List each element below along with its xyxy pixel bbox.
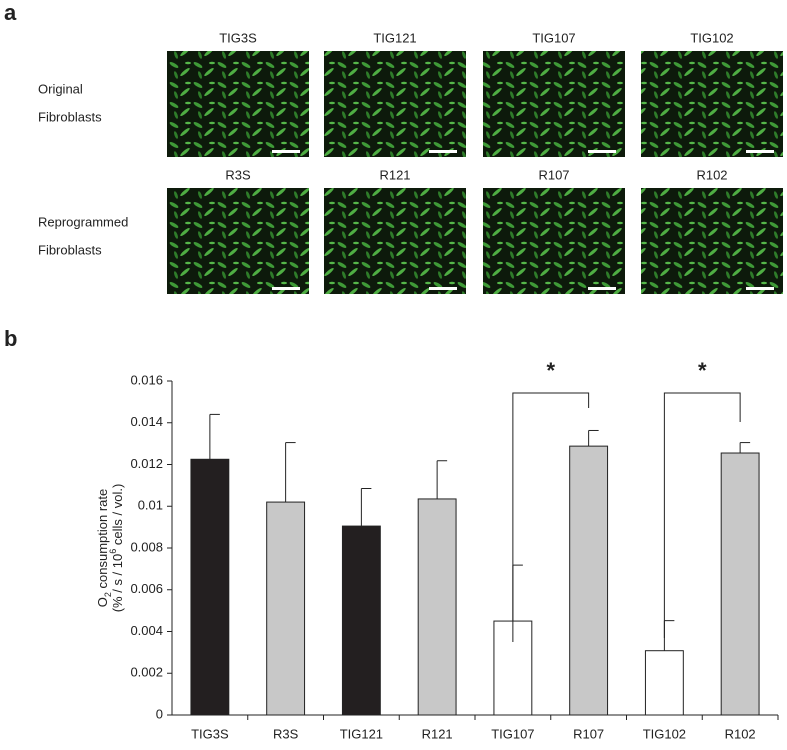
significance-star: *	[698, 358, 707, 383]
panel-label: b	[4, 326, 17, 351]
x-tick-label: TIG102	[643, 726, 686, 741]
row-label: Fibroblasts	[38, 109, 102, 124]
micrograph	[324, 51, 466, 157]
x-tick-label: TIG107	[491, 726, 534, 741]
y-label-part: consumption rate	[95, 489, 110, 592]
x-tick-label: R121	[422, 726, 453, 741]
micrograph	[324, 188, 466, 294]
micrograph	[167, 188, 309, 294]
bar	[266, 501, 306, 716]
micrograph	[167, 51, 309, 157]
y-tick-label: 0.006	[130, 581, 163, 596]
x-tick-label: R107	[573, 726, 604, 741]
image-title: R3S	[225, 167, 251, 182]
y-tick-label: 0.004	[130, 623, 163, 638]
scale-bar	[588, 150, 616, 153]
y-axis-label: (% / s / 106 cells / vol.)	[108, 484, 125, 613]
bar	[644, 650, 684, 716]
y-label-part: O	[95, 597, 110, 607]
y-label-part: 6	[108, 549, 118, 554]
image-title: TIG102	[690, 30, 733, 45]
row-label: Original	[38, 81, 83, 96]
micrograph	[483, 51, 625, 157]
scale-bar	[429, 287, 457, 290]
bar	[720, 452, 760, 716]
image-title: TIG3S	[219, 30, 257, 45]
scale-bar	[429, 150, 457, 153]
y-tick-label: 0	[156, 706, 163, 721]
significance-star: *	[546, 358, 555, 383]
panel-label: a	[4, 0, 17, 25]
micrograph	[483, 188, 625, 294]
scale-bar	[746, 150, 774, 153]
y-axis-label: O2 consumption rate	[95, 489, 113, 607]
y-tick-label: 0.012	[130, 456, 163, 471]
significance-bracket	[663, 392, 741, 638]
y-tick-label: 0.002	[130, 665, 163, 680]
micrograph	[641, 51, 783, 157]
x-tick-label: TIG121	[340, 726, 383, 741]
row-label: Fibroblasts	[38, 242, 102, 257]
y-label-part: (% / s / 10	[110, 554, 125, 613]
image-title: TIG107	[532, 30, 575, 45]
scale-bar	[272, 287, 300, 290]
row-label: Reprogrammed	[38, 214, 128, 229]
image-title: TIG121	[373, 30, 416, 45]
image-title: R107	[538, 167, 569, 182]
scale-bar	[746, 287, 774, 290]
scale-bar	[272, 150, 300, 153]
x-tick-label: R102	[725, 726, 756, 741]
image-title: R102	[696, 167, 727, 182]
scale-bar	[588, 287, 616, 290]
y-label-part: 2	[103, 592, 113, 597]
x-tick-label: R3S	[273, 726, 299, 741]
y-tick-label: 0.016	[130, 372, 163, 387]
image-title: R121	[379, 167, 410, 182]
bar	[417, 498, 457, 716]
y-tick-label: 0.014	[130, 414, 163, 429]
y-tick-label: 0.008	[130, 539, 163, 554]
y-label-part: cells / vol.)	[110, 484, 125, 549]
significance-bracket	[512, 392, 590, 642]
y-tick-label: 0.01	[138, 498, 163, 513]
x-tick-label: TIG3S	[191, 726, 229, 741]
micrograph	[641, 188, 783, 294]
bar	[190, 458, 230, 716]
bar	[569, 445, 609, 716]
bar	[341, 525, 381, 716]
